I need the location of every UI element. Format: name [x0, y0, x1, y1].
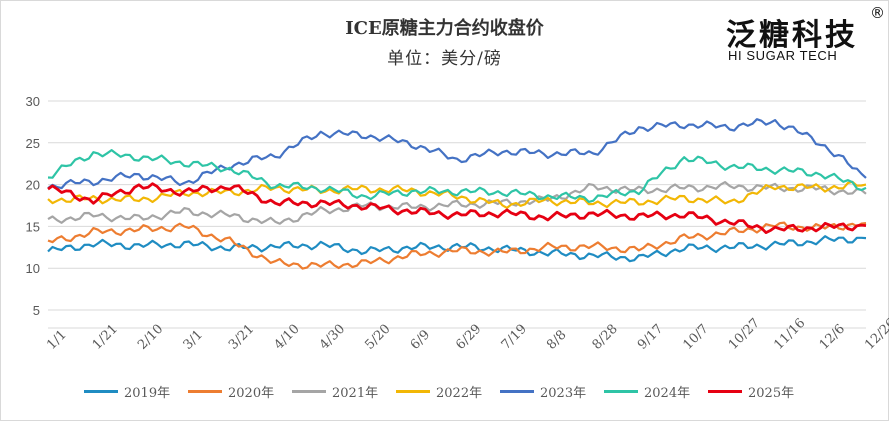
- x-tick-label: 5/20: [362, 322, 393, 353]
- x-tick-label: 10/7: [680, 322, 711, 353]
- x-tick-label: 11/16: [771, 316, 808, 353]
- chart-title: ICE原糖主力合约收盘价: [345, 18, 544, 39]
- y-tick-label: 10: [26, 261, 40, 276]
- series-line-2025: [47, 182, 867, 235]
- x-tick-label: 7/19: [499, 322, 530, 353]
- legend-swatch: [292, 389, 326, 393]
- x-tick-label: 12/26: [862, 316, 889, 353]
- legend-item: 2023年: [500, 381, 586, 401]
- x-tick-label: 9/17: [635, 322, 666, 353]
- y-tick-label: 5: [33, 303, 40, 318]
- series-line-2023: [47, 118, 867, 190]
- y-tick-label: 30: [26, 94, 40, 109]
- x-tick-label: 4/10: [271, 322, 302, 353]
- legend: 2019年 2020年 2021年 2022年 2023年 2024年 2025年: [0, 381, 889, 401]
- legend-label: 2025年: [748, 385, 795, 401]
- series-lines: [47, 118, 867, 270]
- y-tick-label: 25: [26, 136, 40, 151]
- x-tick-label: 12/6: [817, 322, 848, 353]
- legend-label: 2019年: [124, 385, 171, 401]
- legend-label: 2024年: [644, 385, 691, 401]
- series-line-2024: [47, 149, 867, 203]
- legend-swatch: [84, 389, 118, 393]
- legend-label: 2020年: [228, 385, 275, 401]
- legend-swatch: [396, 389, 430, 393]
- legend-label: 2021年: [332, 385, 379, 401]
- x-tick-label: 4/30: [317, 322, 348, 353]
- legend-item: 2020年: [188, 381, 274, 401]
- legend-swatch: [500, 389, 534, 393]
- legend-item: 2019年: [84, 381, 170, 401]
- x-tick-label: 6/9: [408, 327, 433, 352]
- x-tick-label: 2/10: [135, 322, 166, 353]
- legend-label: 2022年: [436, 385, 483, 401]
- legend-item: 2021年: [292, 381, 378, 401]
- x-tick-label: 3/1: [181, 327, 206, 352]
- brand-logo: 泛糖科技 ® HI SUGAR TECH: [722, 4, 885, 64]
- x-tick-label: 8/28: [590, 322, 621, 353]
- x-tick-label: 3/21: [226, 322, 257, 353]
- series-line-2019: [47, 235, 867, 263]
- x-tick-label: 6/29: [453, 322, 484, 353]
- series-line-2022: [47, 180, 867, 209]
- legend-swatch: [708, 389, 742, 393]
- brand-tagline: HI SUGAR TECH: [728, 48, 838, 63]
- series-line-2021: [47, 181, 867, 225]
- legend-swatch: [604, 389, 638, 393]
- y-tick-label: 15: [26, 219, 40, 234]
- series-line-2020: [47, 221, 867, 270]
- legend-item: 2025年: [708, 381, 794, 401]
- brand-name: 泛糖科技: [726, 18, 858, 53]
- x-tick-label: 1/21: [90, 322, 121, 353]
- x-tick-label: 8/8: [544, 327, 569, 352]
- legend-item: 2024年: [604, 381, 690, 401]
- x-tick-label: 1/1: [44, 327, 69, 352]
- legend-item: 2022年: [396, 381, 482, 401]
- gridlines: [48, 100, 866, 329]
- x-axis-ticks: 1/1 1/21 2/10 3/1 3/21 4/10 4/30 5/20 6/9 6/29 7/1…: [44, 316, 889, 353]
- y-axis-ticks: 5 10 15 20 25 30: [26, 94, 40, 318]
- chart-subtitle: 单位：美分/磅: [387, 49, 502, 69]
- legend-label: 2023年: [540, 385, 587, 401]
- x-tick-label: 10/27: [726, 316, 763, 353]
- legend-swatch: [188, 389, 222, 393]
- registered-mark: ®: [870, 4, 885, 22]
- y-tick-label: 20: [26, 178, 40, 193]
